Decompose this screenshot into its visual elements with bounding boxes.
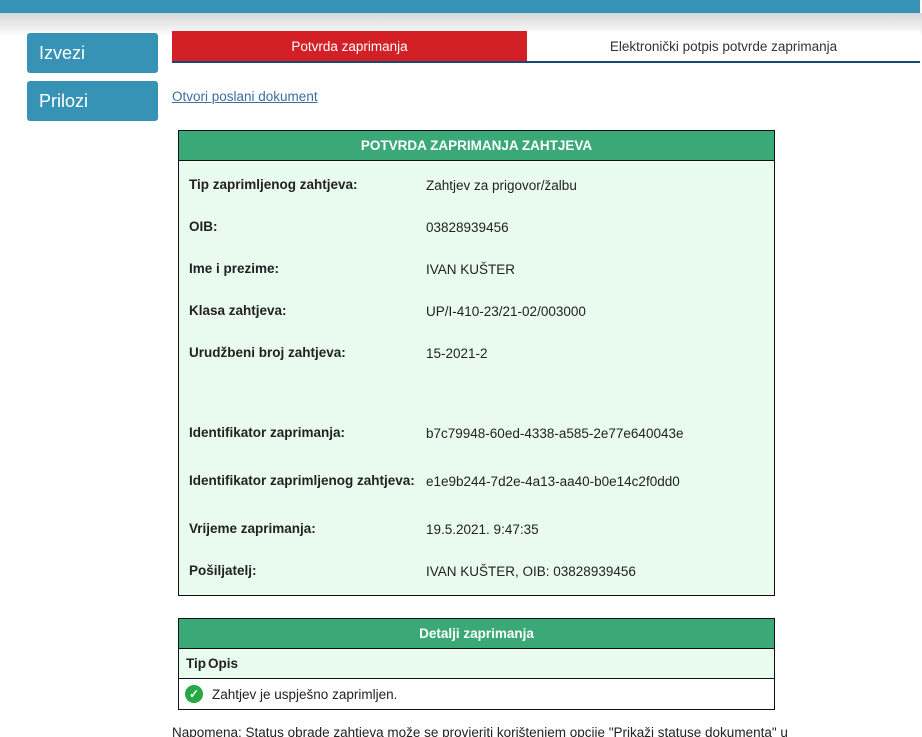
main-content: Potvrda zaprimanja Elektronički potpis p… [172, 31, 920, 737]
tab-bar: Potvrda zaprimanja Elektronički potpis p… [172, 31, 920, 63]
top-bar [0, 0, 920, 13]
row-label: Ime i prezime: [189, 261, 280, 277]
column-header-opis: Opis [208, 656, 239, 671]
row-value: 03828939456 [426, 219, 509, 235]
row-label: Identifikator zaprimanja: [189, 425, 346, 441]
tab-potvrda-zaprimanja[interactable]: Potvrda zaprimanja [172, 31, 527, 61]
table-row: Klasa zahtjeva: UP/I-410-23/21-02/003000 [179, 290, 774, 332]
details-table-title: Detalji zaprimanja [179, 619, 774, 649]
details-column-headers: Tip Opis [179, 649, 774, 679]
table-row: Urudžbeni broj zahtjeva: 15-2021-2 [179, 332, 774, 374]
row-label: Urudžbeni broj zahtjeva: [189, 345, 346, 361]
table-row: Tip zaprimljenog zahtjeva: Zahtjev za pr… [179, 164, 774, 206]
row-value: 15-2021-2 [426, 345, 488, 361]
row-label: Klasa zahtjeva: [189, 303, 287, 319]
table-row: Pošiljatelj: IVAN KUŠTER, OIB: 038289394… [179, 550, 774, 592]
row-label: Vrijeme zaprimanja: [189, 521, 316, 537]
row-value: b7c79948-60ed-4338-a585-2e77e640043e [426, 425, 684, 441]
details-row-description: Zahtjev je uspješno zaprimljen. [212, 686, 398, 702]
table-row: OIB: 03828939456 [179, 206, 774, 248]
receipt-confirmation-table: POTVRDA ZAPRIMANJA ZAHTJEVA Tip zaprimlj… [178, 130, 775, 596]
success-check-icon: ✓ [185, 685, 203, 703]
row-label: Tip zaprimljenog zahtjeva: [189, 177, 358, 193]
table-row: Vrijeme zaprimanja: 19.5.2021. 9:47:35 [179, 508, 774, 550]
status-note: Napomena: Status obrade zahtjeva može se… [172, 725, 788, 737]
row-value: e1e9b244-7d2e-4a13-aa40-b0e14c2f0dd0 [426, 473, 680, 489]
row-label: Identifikator zaprimljenog zahtjeva: [189, 473, 415, 489]
open-sent-document-link[interactable]: Otvori poslani dokument [172, 89, 318, 104]
column-header-tip: Tip [186, 656, 206, 671]
table-row: Identifikator zaprimanja: b7c79948-60ed-… [179, 412, 774, 454]
attachments-button[interactable]: Prilozi [27, 81, 158, 121]
row-label: Pošiljatelj: [189, 563, 257, 579]
receipt-table-title: POTVRDA ZAPRIMANJA ZAHTJEVA [179, 131, 774, 161]
row-value: IVAN KUŠTER [426, 261, 516, 277]
row-value: IVAN KUŠTER, OIB: 03828939456 [426, 563, 636, 579]
row-value: 19.5.2021. 9:47:35 [426, 521, 539, 537]
row-label: OIB: [189, 219, 218, 235]
receipt-details-table: Detalji zaprimanja Tip Opis ✓ Zahtjev je… [178, 618, 775, 710]
table-row: Ime i prezime: IVAN KUŠTER [179, 248, 774, 290]
export-button[interactable]: Izvezi [27, 33, 158, 73]
row-value: UP/I-410-23/21-02/003000 [426, 303, 586, 319]
table-row: Identifikator zaprimljenog zahtjeva: e1e… [179, 454, 774, 508]
details-row: ✓ Zahtjev je uspješno zaprimljen. [179, 679, 774, 709]
receipt-table-body: Tip zaprimljenog zahtjeva: Zahtjev za pr… [179, 161, 774, 595]
tab-elektronicki-potpis[interactable]: Elektronički potpis potvrde zaprimanja [527, 31, 920, 61]
row-value: Zahtjev za prigovor/žalbu [426, 177, 577, 193]
empty-spacer-row [179, 374, 774, 412]
sidebar: Izvezi Prilozi [27, 33, 158, 129]
